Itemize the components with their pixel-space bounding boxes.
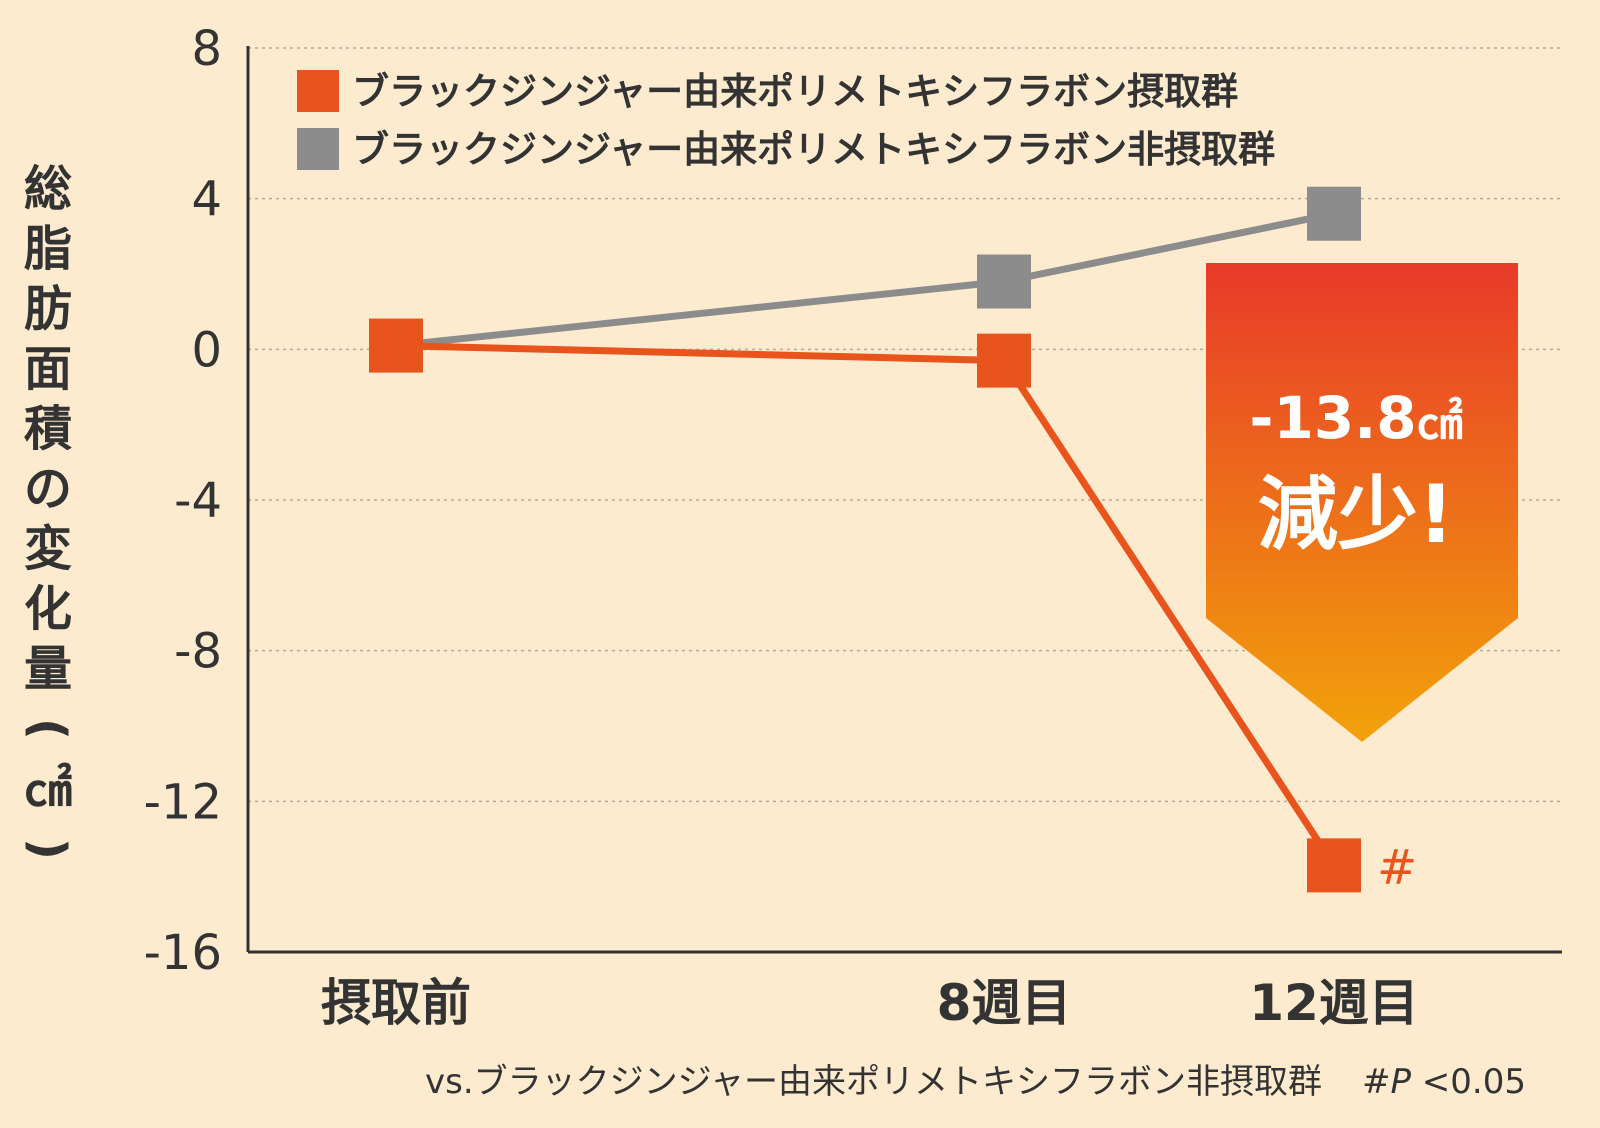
- series-group: #: [369, 186, 1417, 895]
- y-tick-label: -4: [174, 473, 222, 529]
- legend: ブラックジンジャー由来ポリメトキシフラボン摂取群ブラックジンジャー由来ポリメトキ…: [297, 70, 1275, 171]
- series-line: [395, 210, 1335, 350]
- y-axis-label-char: 量: [24, 641, 72, 697]
- y-tick-label: -8: [174, 624, 222, 680]
- data-point: [1307, 186, 1361, 241]
- callout-word: 減少!: [1258, 468, 1454, 561]
- y-axis-label-char: ㎠: [24, 761, 72, 817]
- y-axis-label-char: の: [24, 461, 72, 517]
- data-point: [369, 318, 423, 373]
- x-tick-label: 12週目: [1249, 974, 1419, 1032]
- data-point: [1307, 838, 1361, 893]
- y-axis-label-char: ): [20, 838, 76, 860]
- legend-swatch: [297, 70, 339, 112]
- y-tick-label: -16: [144, 925, 222, 981]
- y-axis-label-char: 化: [24, 581, 72, 637]
- y-tick-labels: 8 4 0 -4 -8 -12 -16: [144, 21, 222, 981]
- y-tick-label: -12: [144, 774, 222, 830]
- y-axis-label-char: 肪: [24, 281, 72, 337]
- data-point: [977, 254, 1031, 309]
- callout-arrow-shape: [1206, 263, 1518, 742]
- x-tick-labels: 摂取前 8週目 12週目: [321, 974, 1419, 1032]
- series-line: [395, 342, 1337, 868]
- reduction-callout: -13.8㎠ 減少!: [1206, 263, 1518, 742]
- y-axis-label-char: 面: [24, 341, 72, 397]
- y-axis-label-char: (: [20, 718, 76, 740]
- y-tick-label: 4: [191, 172, 222, 228]
- y-tick-label: 0: [191, 322, 222, 378]
- legend-swatch: [297, 128, 339, 170]
- callout-value: -13.8㎠: [1249, 384, 1462, 452]
- y-axis-label-char: 変: [24, 521, 72, 577]
- legend-label: ブラックジンジャー由来ポリメトキシフラボン非摂取群: [352, 128, 1275, 171]
- y-axis-label-char: 総: [24, 161, 72, 217]
- axes: [246, 46, 1562, 954]
- y-tick-label: 8: [191, 21, 222, 77]
- significance-mark: #: [1377, 839, 1417, 895]
- legend-label: ブラックジンジャー由来ポリメトキシフラボン摂取群: [352, 70, 1238, 113]
- x-tick-label: 摂取前: [321, 974, 471, 1032]
- y-axis-label-char: 脂: [24, 221, 72, 277]
- y-axis-label-char: 積: [24, 401, 72, 457]
- x-tick-label: 8週目: [937, 974, 1072, 1032]
- footnote: vs.ブラックジンジャー由来ポリメトキシフラボン非摂取群 #P <0.05: [425, 1062, 1526, 1102]
- data-point: [977, 333, 1031, 388]
